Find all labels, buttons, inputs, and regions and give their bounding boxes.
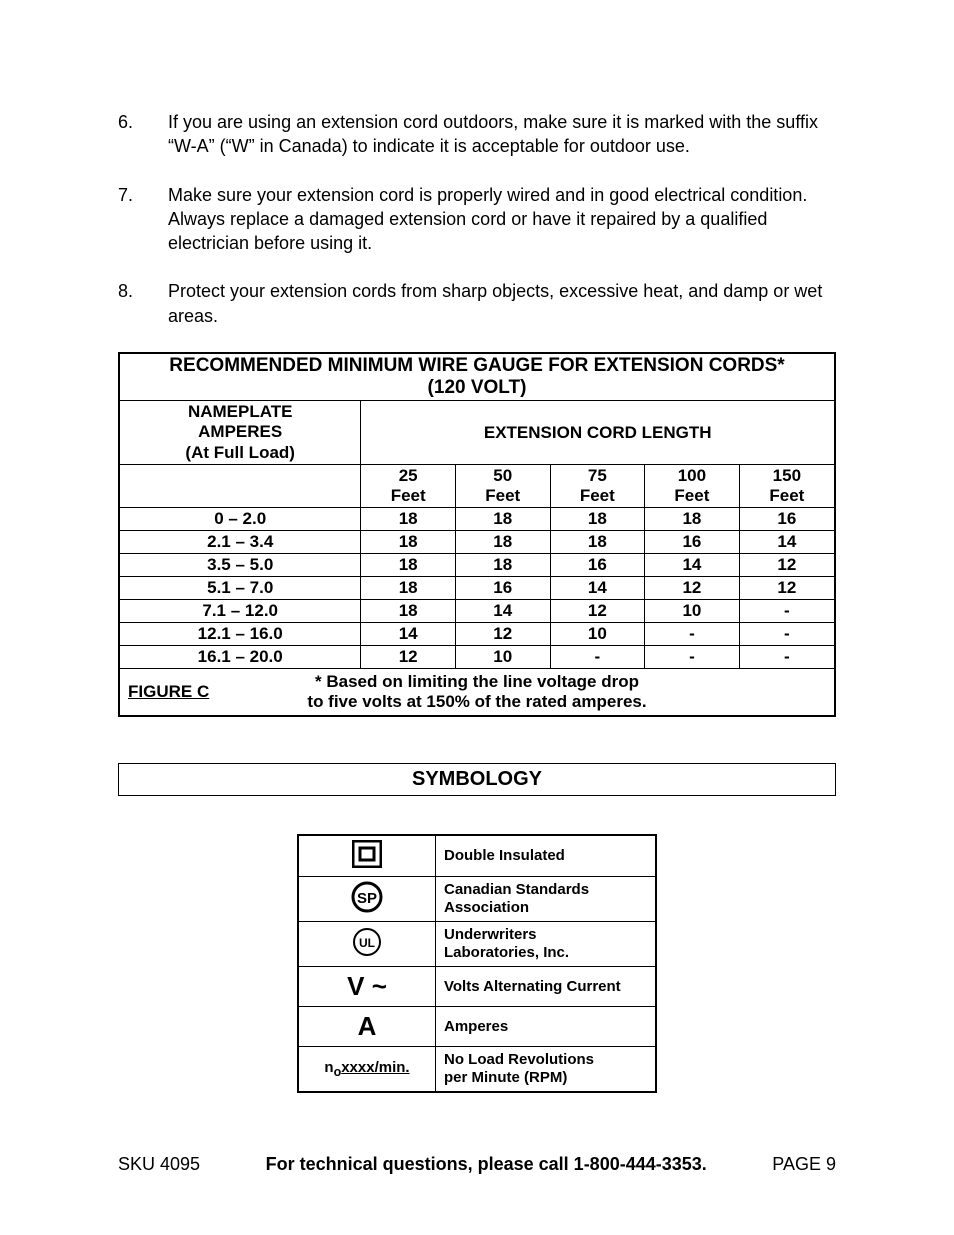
col-header: 50Feet [455,465,550,508]
wire-title-line1: RECOMMENDED MINIMUM WIRE GAUGE FOR EXTEN… [169,355,784,376]
col-header: 150Feet [739,465,835,508]
nameplate-header: NAMEPLATE AMPERES (At Full Load) [119,401,361,465]
extension-header: EXTENSION CORD LENGTH [361,401,835,465]
list-item: 8. Protect your extension cords from sha… [118,279,836,328]
wire-gauge-table: RECOMMENDED MINIMUM WIRE GAUGE FOR EXTEN… [118,352,836,717]
symbol-row: UL UnderwritersLaboratories, Inc. [298,922,656,967]
symbol-row: Double Insulated [298,835,656,877]
symbology-table: Double Insulated SP Canadian StandardsAs… [297,834,657,1093]
wire-footnote: * Based on limiting the line voltage dro… [258,672,696,712]
symbol-label: Volts Alternating Current [436,967,657,1007]
symbol-row: V ~ Volts Alternating Current [298,967,656,1007]
footer-center: For technical questions, please call 1-8… [266,1154,707,1175]
col-header: 25Feet [361,465,456,508]
double-insulated-icon [298,835,436,877]
instruction-list: 6. If you are using an extension cord ou… [118,110,836,328]
table-row: 2.1 – 3.41818181614 [119,531,835,554]
ul-icon: UL [298,922,436,967]
list-item: 7. Make sure your extension cord is prop… [118,183,836,256]
list-number: 6. [118,110,168,159]
table-row: 16.1 – 20.01210--- [119,646,835,669]
csa-icon: SP [298,877,436,922]
page-footer: SKU 4095 For technical questions, please… [118,1154,836,1175]
symbol-label: Amperes [436,1007,657,1047]
wire-title-line2: (120 VOLT) [428,377,527,398]
symbology-heading: SYMBOLOGY [118,763,836,796]
wire-footer-row: FIGURE C * Based on limiting the line vo… [119,669,835,717]
symbol-label: Double Insulated [436,835,657,877]
page: 6. If you are using an extension cord ou… [0,0,954,1235]
figure-label: FIGURE C [128,682,209,701]
col-header: 75Feet [550,465,645,508]
length-header-row: 25Feet 50Feet 75Feet 100Feet 150Feet [119,465,835,508]
svg-text:UL: UL [359,936,375,950]
footer-left: SKU 4095 [118,1154,200,1175]
list-item: 6. If you are using an extension cord ou… [118,110,836,159]
symbol-label: No Load Revolutionsper Minute (RPM) [436,1047,657,1093]
amperes-icon: A [298,1007,436,1047]
col-header: 100Feet [645,465,740,508]
symbol-label: Canadian StandardsAssociation [436,877,657,922]
table-row: 3.5 – 5.01818161412 [119,554,835,577]
table-row: 5.1 – 7.01816141212 [119,577,835,600]
table-row: 7.1 – 12.018141210- [119,600,835,623]
symbol-label: UnderwritersLaboratories, Inc. [436,922,657,967]
list-number: 7. [118,183,168,256]
rpm-icon: noxxxx/min. [298,1047,436,1093]
vac-icon: V ~ [298,967,436,1007]
list-number: 8. [118,279,168,328]
footer-right: PAGE 9 [772,1154,836,1175]
svg-text:SP: SP [357,890,377,907]
table-row: 0 – 2.01818181816 [119,508,835,531]
symbol-row: noxxxx/min. No Load Revolutionsper Minut… [298,1047,656,1093]
empty-cell [119,465,361,508]
symbol-row: SP Canadian StandardsAssociation [298,877,656,922]
list-text: If you are using an extension cord outdo… [168,110,836,159]
list-text: Protect your extension cords from sharp … [168,279,836,328]
table-row: 12.1 – 16.0141210-- [119,623,835,646]
list-text: Make sure your extension cord is properl… [168,183,836,256]
symbol-row: A Amperes [298,1007,656,1047]
wire-title: RECOMMENDED MINIMUM WIRE GAUGE FOR EXTEN… [119,353,835,401]
